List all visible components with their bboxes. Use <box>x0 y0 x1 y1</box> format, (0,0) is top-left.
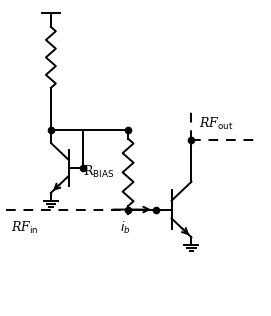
Text: RF$_{\rm out}$: RF$_{\rm out}$ <box>199 116 234 132</box>
Text: RF$_{\rm in}$: RF$_{\rm in}$ <box>11 219 39 235</box>
Text: $i_b$: $i_b$ <box>120 219 130 235</box>
Text: R$_{\rm BIAS}$: R$_{\rm BIAS}$ <box>83 164 114 180</box>
